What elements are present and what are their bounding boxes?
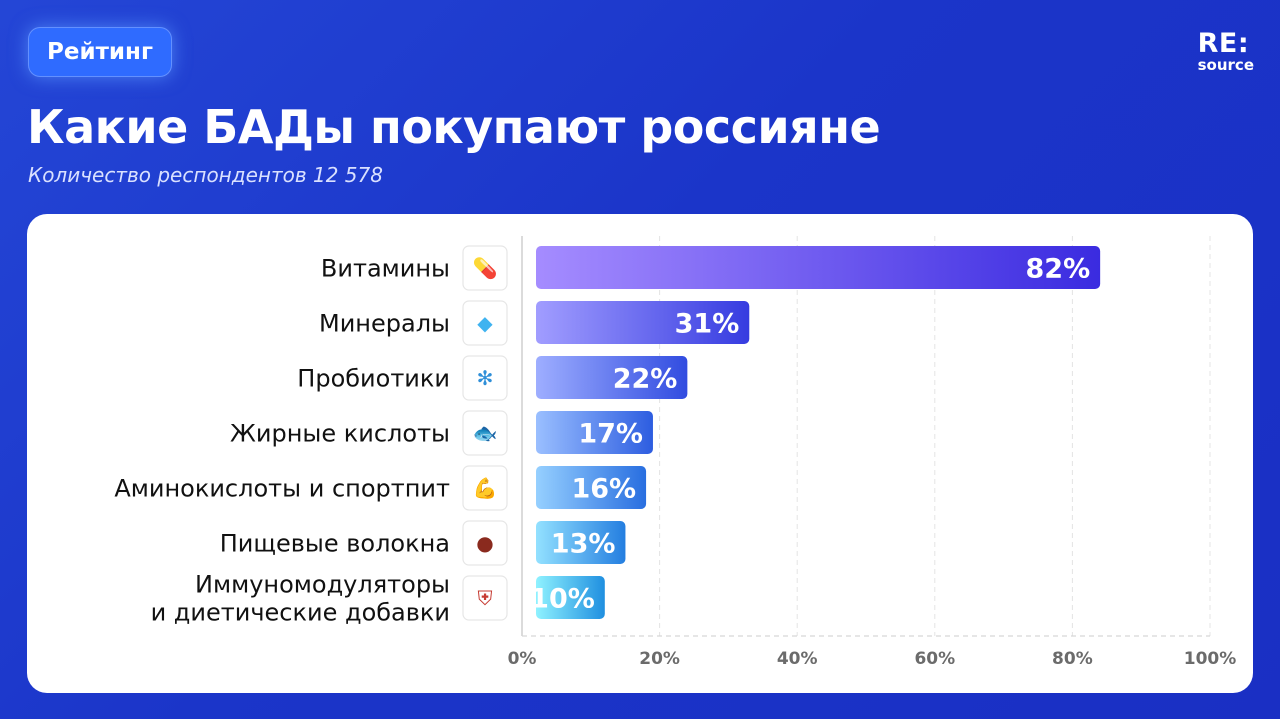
- gem-icon: ◆: [477, 311, 493, 335]
- category-label: Витамины: [321, 255, 450, 283]
- bar-chart: 0% 20% 40% 60% 80% 100% Витамины 💊 82% Минералы ◆ 3…: [114, 236, 1237, 669]
- icon-tile: [462, 575, 508, 621]
- x-tick-label: 60%: [914, 649, 955, 669]
- value-label: 31%: [675, 309, 740, 340]
- logo-top: RE:: [1197, 28, 1250, 59]
- x-tick-label: 40%: [777, 649, 818, 669]
- bar: [536, 246, 1101, 289]
- bar: [536, 466, 647, 509]
- bar: [536, 576, 605, 619]
- category-label-line: Жирные кислоты: [230, 420, 450, 448]
- bar: [536, 411, 653, 454]
- icon-tile: [462, 300, 508, 346]
- flexed-biceps-icon: 💪: [473, 476, 498, 500]
- category-label-line: Минералы: [319, 310, 450, 338]
- value-label: 16%: [571, 474, 636, 505]
- bar: [536, 356, 688, 399]
- bar: [536, 521, 626, 564]
- category-label-line: Аминокислоты и спортпит: [114, 475, 450, 503]
- bar: [536, 301, 750, 344]
- rating-badge: Рейтинг: [28, 27, 172, 77]
- category-label-line: Пробиотики: [297, 365, 450, 393]
- category-label: Пробиотики: [297, 365, 450, 393]
- category-label: Жирные кислоты: [230, 420, 450, 448]
- icon-tile: [462, 245, 508, 291]
- fish-icon: 🐟: [473, 421, 498, 445]
- value-label: 13%: [551, 529, 616, 560]
- bacteria-icon: ✻: [477, 366, 494, 390]
- x-tick-label: 20%: [639, 649, 680, 669]
- icon-tile: [462, 520, 508, 566]
- logo-bottom: source: [1197, 56, 1254, 74]
- value-label: 22%: [613, 364, 678, 395]
- category-label: Пищевые волокна: [220, 530, 450, 558]
- category-label-line: Пищевые волокна: [220, 530, 450, 558]
- icon-tile: [462, 410, 508, 456]
- x-tick-label: 100%: [1184, 649, 1237, 669]
- page-subtitle: Количество респондентов 12 578: [28, 163, 383, 187]
- category-label-line: Витамины: [321, 255, 450, 283]
- page-title: Какие БАДы покупают россияне: [27, 100, 881, 154]
- value-label: 82%: [1026, 254, 1091, 285]
- category-label-line: и диетические добавки: [151, 599, 450, 627]
- value-label: 17%: [578, 419, 643, 450]
- x-tick-label: 0%: [508, 649, 537, 669]
- pill-icon: 💊: [473, 256, 498, 280]
- category-label-line: Иммуномодуляторы: [195, 571, 450, 599]
- value-label: 10%: [530, 584, 595, 615]
- x-tick-label: 80%: [1052, 649, 1093, 669]
- category-label: Минералы: [319, 310, 450, 338]
- beans-icon: ●: [476, 531, 493, 555]
- category-label: Аминокислоты и спортпит: [114, 475, 450, 503]
- icon-tile: [462, 355, 508, 401]
- icon-tile: [462, 465, 508, 511]
- resource-logo: RE: source: [1198, 30, 1254, 73]
- shield-icon: ⛨: [478, 586, 493, 610]
- chart-card: 0% 20% 40% 60% 80% 100% Витамины 💊 82% Минералы ◆ 3…: [27, 214, 1253, 693]
